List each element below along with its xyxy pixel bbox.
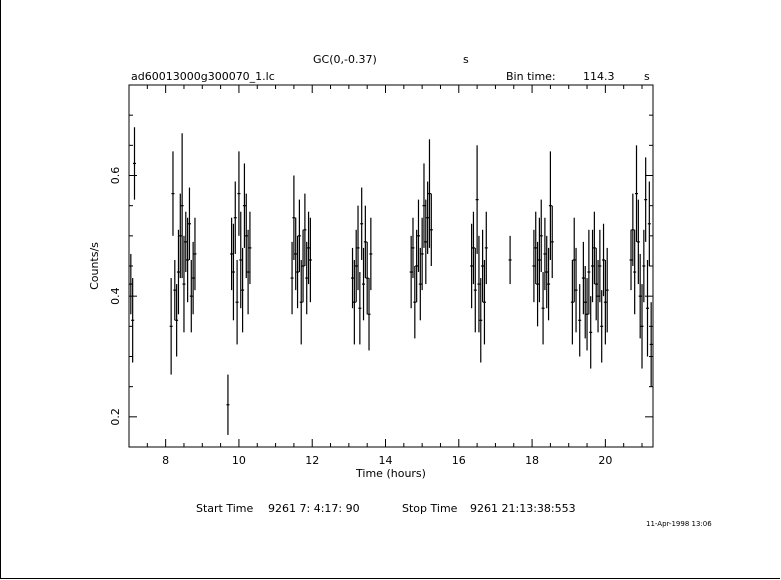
y-tick-label: 0.4 bbox=[109, 287, 122, 305]
x-tick-label: 18 bbox=[525, 454, 539, 467]
bin-time-value: 114.3 bbox=[583, 70, 615, 83]
x-tick-label: 20 bbox=[598, 454, 612, 467]
y-axis-label: Counts/s bbox=[88, 242, 101, 290]
x-tick-label: 16 bbox=[452, 454, 466, 467]
x-axis-label: Time (hours) bbox=[355, 467, 426, 480]
data-points bbox=[129, 127, 653, 435]
chart-title-unit: s bbox=[463, 53, 469, 66]
bin-time-label: Bin time: bbox=[506, 70, 556, 83]
file-name: ad60013000g300070_1.lc bbox=[131, 70, 275, 83]
stop-time-value: 9261 21:13:38:553 bbox=[470, 502, 576, 515]
y-tick-label: 0.6 bbox=[109, 167, 122, 185]
x-tick-label: 14 bbox=[379, 454, 393, 467]
axis-ticks: 8 10 12 14 16 18 20 0.2 0.4 0.6 bbox=[109, 84, 653, 467]
start-time-label: Start Time bbox=[196, 502, 254, 515]
bin-time-unit: s bbox=[644, 70, 650, 83]
stop-time-label: Stop Time bbox=[402, 502, 458, 515]
x-tick-label: 10 bbox=[232, 454, 246, 467]
x-tick-label: 8 bbox=[162, 454, 169, 467]
x-tick-label: 12 bbox=[305, 454, 319, 467]
start-time-value: 9261 7: 4:17: 90 bbox=[268, 502, 360, 515]
chart-title: GC(0,-0.37) bbox=[313, 53, 377, 66]
plot-timestamp: 11-Apr-1998 13:06 bbox=[646, 520, 712, 528]
y-tick-label: 0.2 bbox=[109, 408, 122, 426]
